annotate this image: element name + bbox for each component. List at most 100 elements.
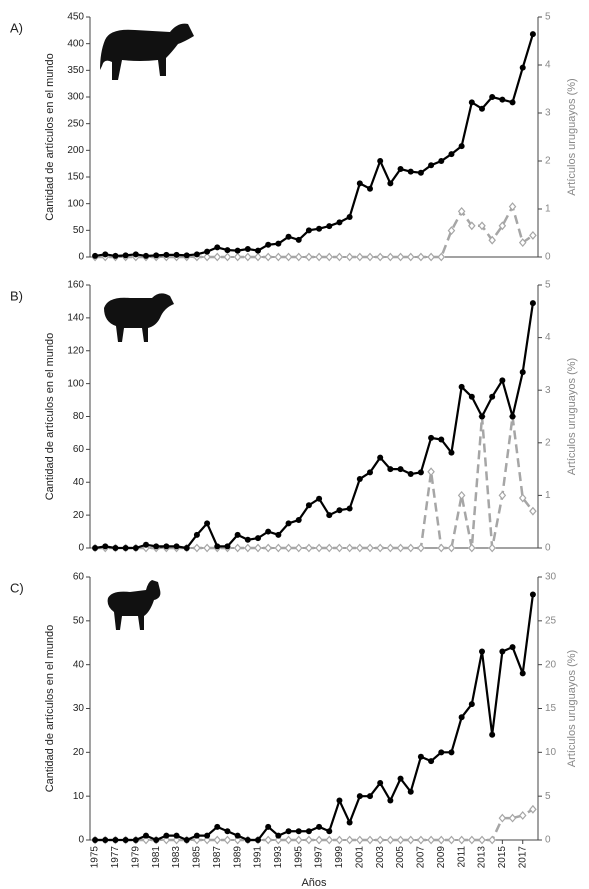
point [274,543,283,553]
point [509,644,516,651]
point [204,520,211,527]
x-tick-label: 1981 [151,846,162,869]
y2-tick-label: 4 [545,60,551,71]
y2-tick-label: 1 [545,204,551,215]
point [193,531,200,538]
point [254,252,262,262]
y-tick-label: 150 [67,172,84,183]
y-tick-label: 50 [73,615,85,626]
point [417,469,424,476]
point [326,828,333,835]
point [345,543,354,553]
x-tick-label: 2005 [395,846,406,869]
point [387,466,394,473]
point [519,369,526,376]
point [468,835,476,845]
point [489,393,496,400]
point [244,543,252,553]
y2-tick-label: 0 [545,252,551,263]
y-tick-label: 30 [73,703,85,714]
point [224,828,231,835]
y-tick-label: 120 [67,345,84,356]
point [499,96,506,103]
point [356,543,364,553]
point [102,543,109,550]
point [315,252,323,262]
series-line [95,416,534,550]
point [356,835,364,845]
point [173,543,180,550]
y-tick-label: 300 [67,92,84,103]
point [377,158,384,164]
point [265,528,272,535]
point [143,252,149,259]
y2-axis-label: Artículos uruguayos (%) [566,650,578,767]
x-tick-label: 2007 [416,846,427,869]
point [316,225,323,232]
point [478,835,486,845]
point [366,252,374,262]
y2-tick-label: 3 [545,108,551,119]
point [447,543,456,553]
y-tick-label: 80 [73,411,85,422]
point [498,490,507,500]
series-line [95,594,534,842]
point [417,252,425,262]
x-tick-label: 1997 [314,846,325,869]
point [295,828,302,835]
point [417,169,424,176]
goat-icon [107,580,161,630]
point [346,214,353,220]
point [489,731,496,738]
point [102,837,109,843]
point [325,835,334,845]
point [458,143,465,150]
point [234,247,241,254]
y-tick-label: 50 [73,225,85,236]
point [305,828,312,835]
point [233,835,242,845]
point [356,475,363,482]
point [376,543,384,553]
y-tick-label: 400 [67,38,84,49]
point [447,226,456,236]
point [468,99,475,106]
point [132,837,139,843]
point [244,536,251,543]
point [295,236,302,243]
y-tick-label: 450 [67,12,84,23]
y2-tick-label: 5 [545,280,551,291]
point [468,221,476,231]
point [336,219,343,226]
point [255,535,261,542]
point [284,252,293,262]
point [163,832,170,839]
y2-tick-label: 5 [545,12,551,23]
point [437,252,446,262]
point [488,235,496,245]
point [509,413,516,420]
point [305,835,313,845]
point [153,543,160,550]
point [163,543,170,550]
point [448,151,455,158]
point [499,377,506,384]
point [316,495,323,502]
point [92,545,99,551]
point [396,835,405,845]
point [305,543,313,553]
y2-tick-label: 15 [545,703,557,714]
point [387,180,394,187]
x-tick-label: 1995 [293,846,304,869]
y-tick-label: 0 [78,835,84,846]
point [397,466,404,473]
point [294,543,303,553]
y-axis-label: Cantidad de artículos en el mundo [44,625,56,793]
point [143,832,149,839]
y-tick-label: 20 [73,747,85,758]
x-tick-label: 2015 [497,846,508,869]
y2-tick-label: 10 [545,747,557,758]
point [172,835,181,845]
series-line [94,302,534,550]
point [255,837,261,843]
